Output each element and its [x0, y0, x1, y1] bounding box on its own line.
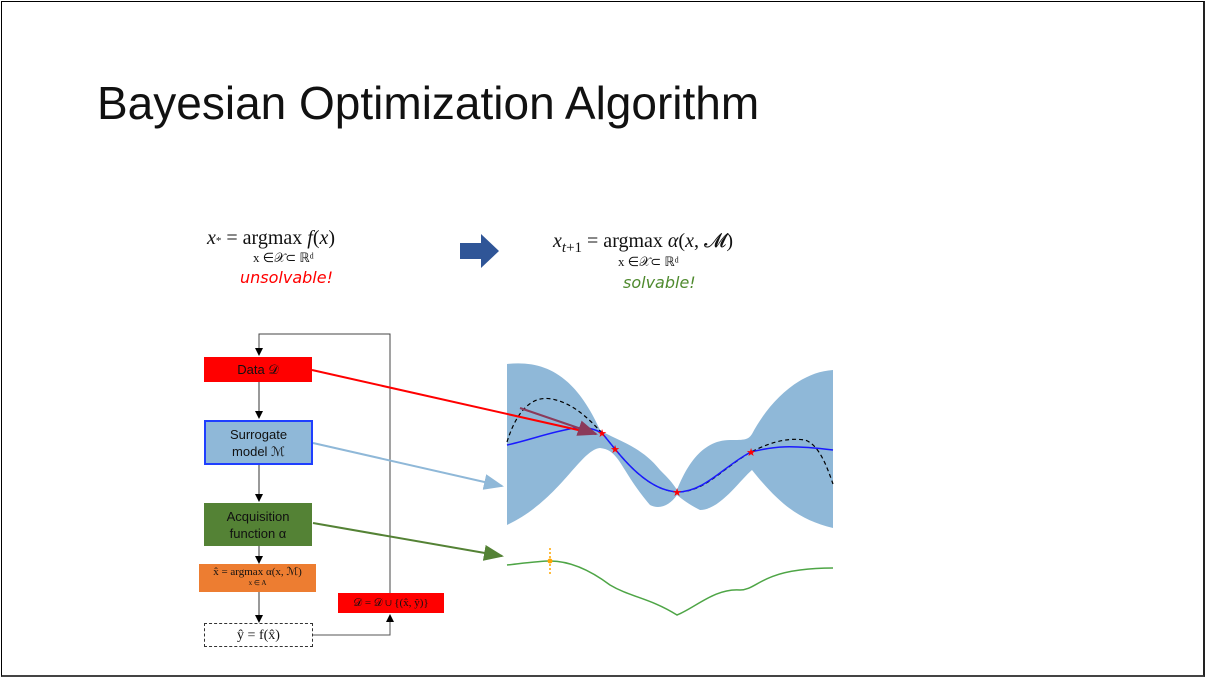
- equation-left: x* = argmax f(x): [207, 227, 336, 249]
- block-arrow-icon: [460, 234, 499, 268]
- acquisition-curve: [506, 560, 834, 616]
- data-box: Data 𝒟: [204, 357, 312, 382]
- evaluate-box: ŷ = f(x̂): [204, 623, 313, 647]
- svg-text:★: ★: [746, 446, 756, 459]
- svg-text:★: ★: [672, 486, 682, 499]
- slide-title: Bayesian Optimization Algorithm: [97, 77, 760, 129]
- observation-points: ★ ★ ★ ★: [597, 427, 756, 499]
- surrogate-model-box: Surrogate model ℳ: [204, 420, 313, 465]
- unsolvable-label: unsolvable!: [240, 268, 333, 287]
- true-function-curve: [506, 397, 834, 493]
- equation-right: xt+1 = argmax α(x, 𝓜): [553, 230, 734, 256]
- equation-left-subscript: x ∈𝒳⊂ ℝᵈ: [253, 250, 314, 265]
- solvable-label: solvable!: [623, 273, 696, 292]
- svg-text:★: ★: [610, 443, 620, 456]
- gp-confidence-band: [507, 363, 833, 528]
- acquisition-function-box: Acquisition function α: [204, 503, 312, 546]
- equation-right-subscript: x ∈𝒳⊂ ℝᵈ: [618, 254, 679, 269]
- data-update-box: 𝒟 = 𝒟 ∪ {(x̂, ŷ)}: [338, 593, 444, 613]
- svg-text:★: ★: [597, 427, 607, 440]
- argmax-box: x̂ = argmax α(x, ℳ) x ∈ A: [199, 564, 316, 592]
